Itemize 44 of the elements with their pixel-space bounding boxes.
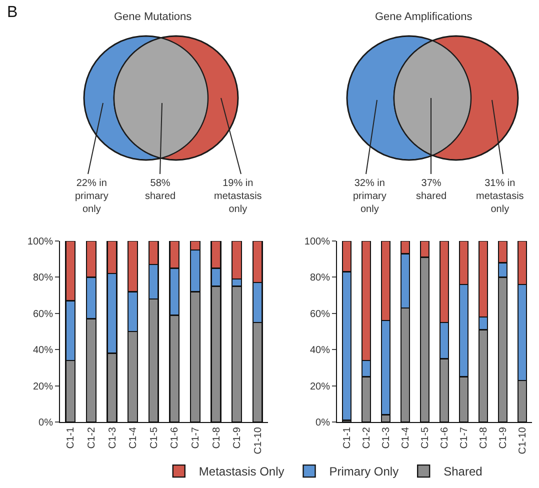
y-tick-label: 100% <box>304 236 330 248</box>
legend-label: Primary Only <box>329 464 399 479</box>
y-tick-label: 80% <box>310 272 330 284</box>
x-tick-label: C1-1 <box>66 426 77 449</box>
category-label: 19% in metastasis only <box>214 178 262 215</box>
x-tick-label: C1-10 <box>252 426 264 454</box>
x-tick-label: C1-5 <box>420 426 431 449</box>
y-tick-label: 60% <box>310 308 330 320</box>
x-tick-label: C1-2 <box>86 426 98 449</box>
y-tick-label: 20% <box>310 381 330 392</box>
legend-label: Metastasis Only <box>198 464 284 479</box>
x-tick-label: C1-7 <box>190 426 202 449</box>
x-tick-label: C1-3 <box>107 426 118 449</box>
x-tick-label: C1-9 <box>232 426 244 449</box>
x-tick-label: C1-4 <box>400 426 412 449</box>
text: Gene Mutations <box>114 11 192 23</box>
x-tick-label: C1-9 <box>498 426 509 449</box>
y-tick-label: 20% <box>32 381 54 392</box>
x-tick-label: C1-5 <box>148 426 160 449</box>
y-tick-label: 60% <box>32 308 54 320</box>
text: Gene Amplifications <box>375 11 473 23</box>
text: B <box>7 4 18 21</box>
y-tick-label: 0% <box>38 418 54 428</box>
category-label: 32% in primary only <box>353 178 386 215</box>
x-tick-label: C1-4 <box>128 426 140 449</box>
category-label: 58% shared <box>145 178 176 202</box>
x-tick-label: C1-2 <box>362 426 372 449</box>
legend-label: Shared <box>444 464 482 479</box>
x-tick-label: C1-7 <box>459 426 470 449</box>
y-tick-label: 0% <box>316 418 330 428</box>
category-label: 37% shared <box>416 178 447 202</box>
category-label: 31% in metastasis only <box>476 178 524 215</box>
x-tick-label: C1-1 <box>342 426 353 449</box>
y-tick-label: 100% <box>27 236 54 248</box>
x-tick-label: C1-6 <box>170 426 181 449</box>
x-tick-label: C1-10 <box>518 426 528 454</box>
x-tick-label: C1-3 <box>381 426 392 449</box>
y-tick-label: 40% <box>310 345 330 356</box>
x-tick-label: C1-8 <box>478 426 490 449</box>
x-tick-label: C1-8 <box>211 426 222 449</box>
x-tick-label: C1-6 <box>440 426 450 449</box>
y-tick-label: 80% <box>32 272 54 284</box>
y-tick-label: 40% <box>32 345 54 356</box>
category-label: 22% in primary only <box>75 178 108 215</box>
